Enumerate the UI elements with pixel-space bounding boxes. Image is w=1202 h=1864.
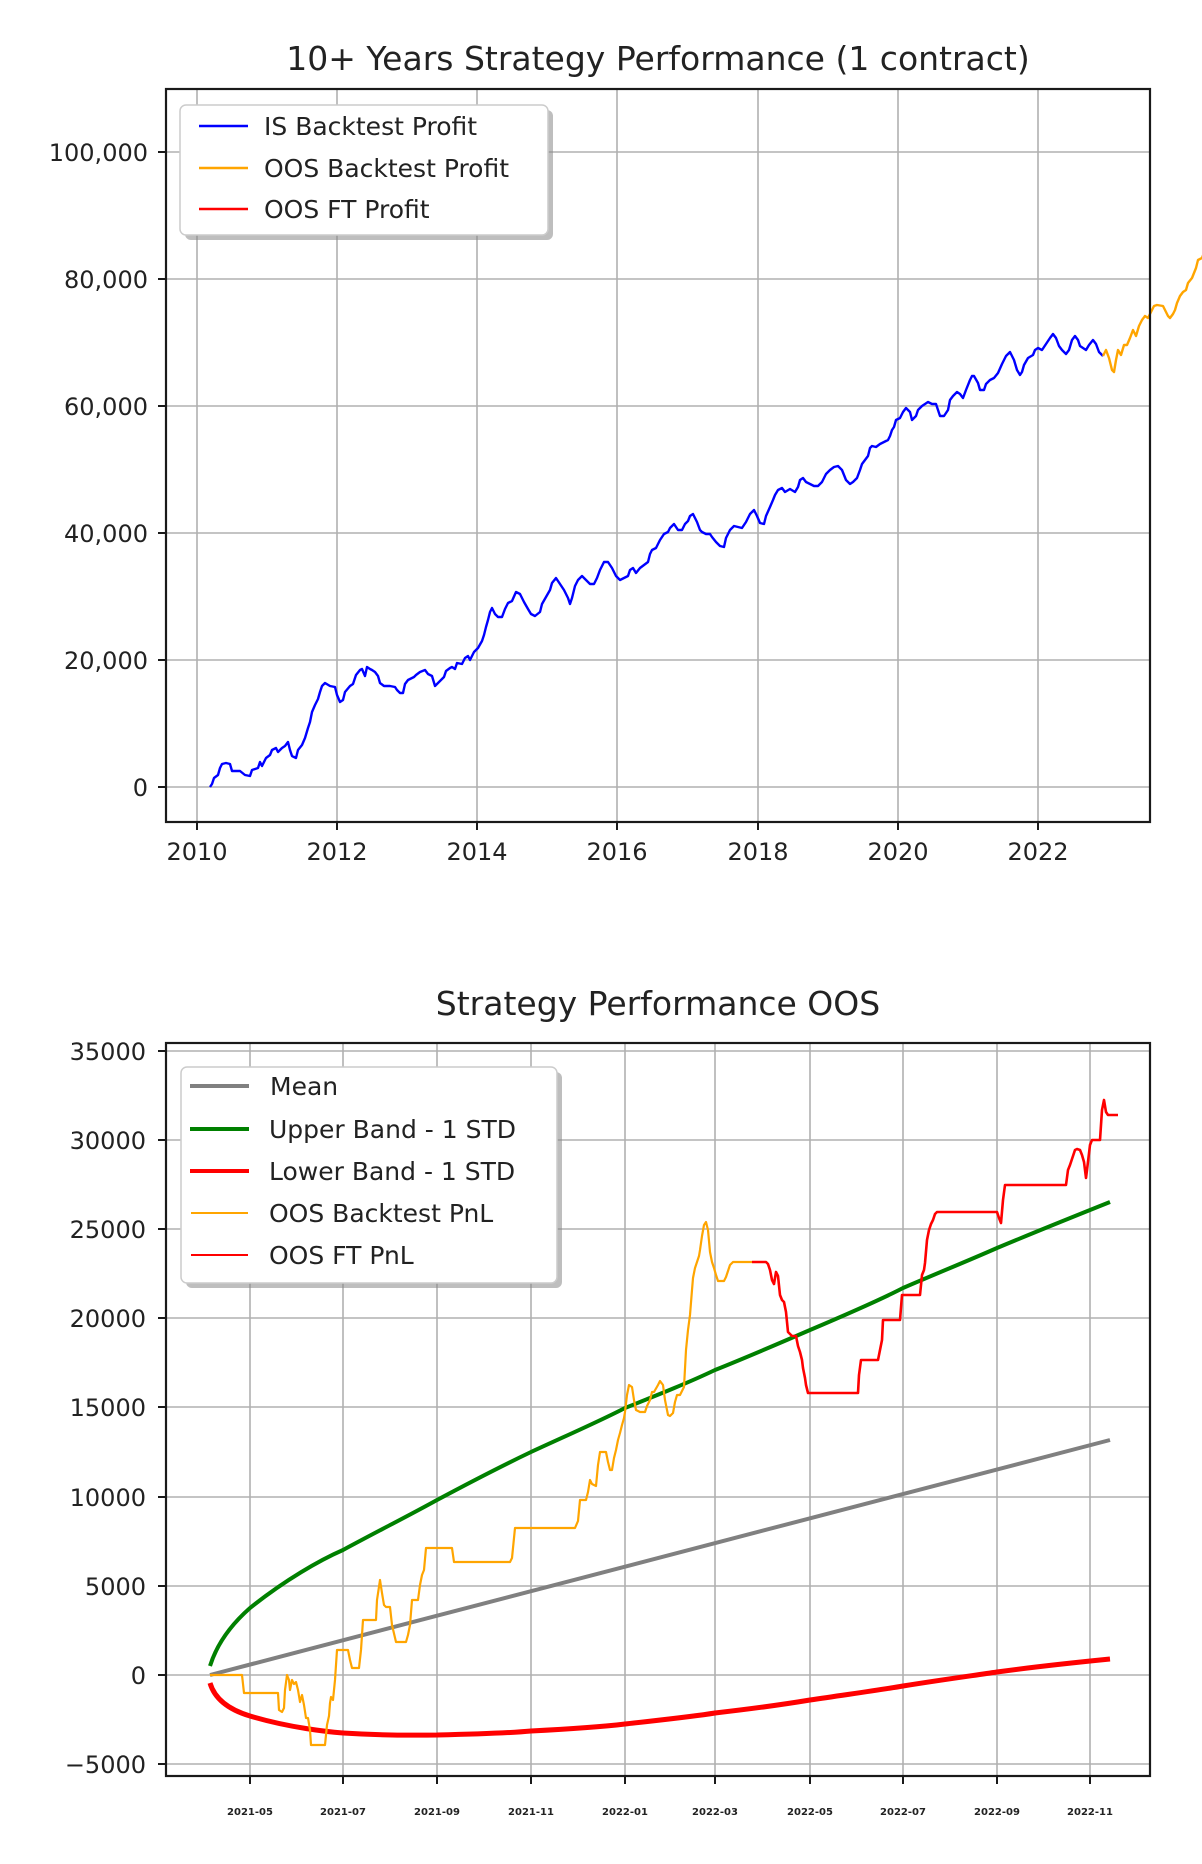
chart-top-frame: [164, 87, 1152, 824]
x-tick-label: 2014: [446, 838, 507, 866]
x-tick-label: 2022-05: [787, 1807, 833, 1818]
y-tick-label: 35000: [70, 1038, 146, 1066]
x-tick-label: 2022-11: [1067, 1807, 1113, 1818]
x-tick-label: 2012: [306, 838, 367, 866]
chart-bottom-y-labels: 35000 30000 25000 20000 15000 10000 5000…: [65, 1038, 146, 1779]
x-tick-label: 2021-11: [508, 1807, 554, 1818]
legend-label-oos: OOS Backtest Profit: [264, 154, 509, 183]
chart-bottom-legend: Mean Upper Band - 1 STD Lower Band - 1 S…: [180, 1066, 562, 1288]
legend-label-upper: Upper Band - 1 STD: [269, 1115, 516, 1144]
x-tick-label: 2016: [586, 838, 647, 866]
chart-top-legend: IS Backtest Profit OOS Backtest Profit O…: [179, 104, 553, 240]
x-tick-label: 2022: [1007, 838, 1068, 866]
y-tick-label: 25000: [70, 1216, 146, 1244]
chart-bottom-frame: [164, 1041, 1152, 1778]
y-tick-label: 0: [133, 774, 148, 802]
y-tick-label: 0: [131, 1662, 146, 1690]
chart-bottom-y-axis: [158, 1050, 166, 1765]
series-oos-ft-pnl: [752, 1098, 1118, 1395]
chart-top-x-labels: 2010 2012 2014 2016 2018 2020 2022: [166, 838, 1068, 866]
x-tick-label: 2022-01: [602, 1807, 648, 1818]
y-tick-label: 40,000: [64, 520, 148, 548]
series-oos-backtest-pnl: [210, 1220, 752, 1747]
chart-bottom: Strategy Performance OOS: [166, 984, 1150, 1776]
x-tick-label: 2021-07: [320, 1807, 366, 1818]
chart-top-y-axis: [158, 151, 166, 788]
y-tick-label: 30000: [70, 1127, 146, 1155]
y-tick-label: −5000: [65, 1751, 146, 1779]
y-tick-label: 5000: [85, 1573, 146, 1601]
series-is-backtest-profit: [209, 332, 1104, 788]
legend-label-ft: OOS FT Profit: [264, 195, 430, 224]
legend-label-lower: Lower Band - 1 STD: [269, 1157, 515, 1186]
x-tick-label: 2022-07: [880, 1807, 926, 1818]
legend-label-ft-pnl: OOS FT PnL: [269, 1241, 414, 1270]
series-oos-backtest-profit: [1101, 254, 1202, 374]
x-tick-label: 2010: [166, 838, 227, 866]
y-tick-label: 15000: [70, 1394, 146, 1422]
x-tick-label: 2022-03: [692, 1807, 738, 1818]
y-tick-label: 10000: [70, 1484, 146, 1512]
y-tick-label: 20,000: [64, 647, 148, 675]
chart-top-x-axis: [196, 822, 1039, 830]
y-tick-label: 80,000: [64, 266, 148, 294]
chart-bottom-x-axis: [249, 1776, 1091, 1784]
chart-bottom-x-labels: 2021-05 2021-07 2021-09 2021-11 2022-01 …: [227, 1807, 1113, 1818]
chart-top-y-labels: 100,000 80,000 60,000 40,000 20,000 0: [49, 139, 148, 802]
series-lower-band: [207, 1656, 1111, 1738]
y-tick-label: 100,000: [49, 139, 148, 167]
x-tick-label: 2020: [867, 838, 928, 866]
legend-label-is: IS Backtest Profit: [264, 112, 477, 141]
series-mean: [209, 1438, 1111, 1677]
legend-label-oos-pnl: OOS Backtest PnL: [269, 1199, 493, 1228]
y-tick-label: 20000: [70, 1305, 146, 1333]
x-tick-label: 2018: [727, 838, 788, 866]
chart-bottom-title: Strategy Performance OOS: [436, 984, 880, 1023]
x-tick-label: 2021-09: [414, 1807, 460, 1818]
chart-top-title: 10+ Years Strategy Performance (1 contra…: [286, 39, 1029, 78]
x-tick-label: 2022-09: [974, 1807, 1020, 1818]
y-tick-label: 60,000: [64, 393, 148, 421]
x-tick-label: 2021-05: [227, 1807, 273, 1818]
legend-label-mean: Mean: [270, 1072, 338, 1101]
